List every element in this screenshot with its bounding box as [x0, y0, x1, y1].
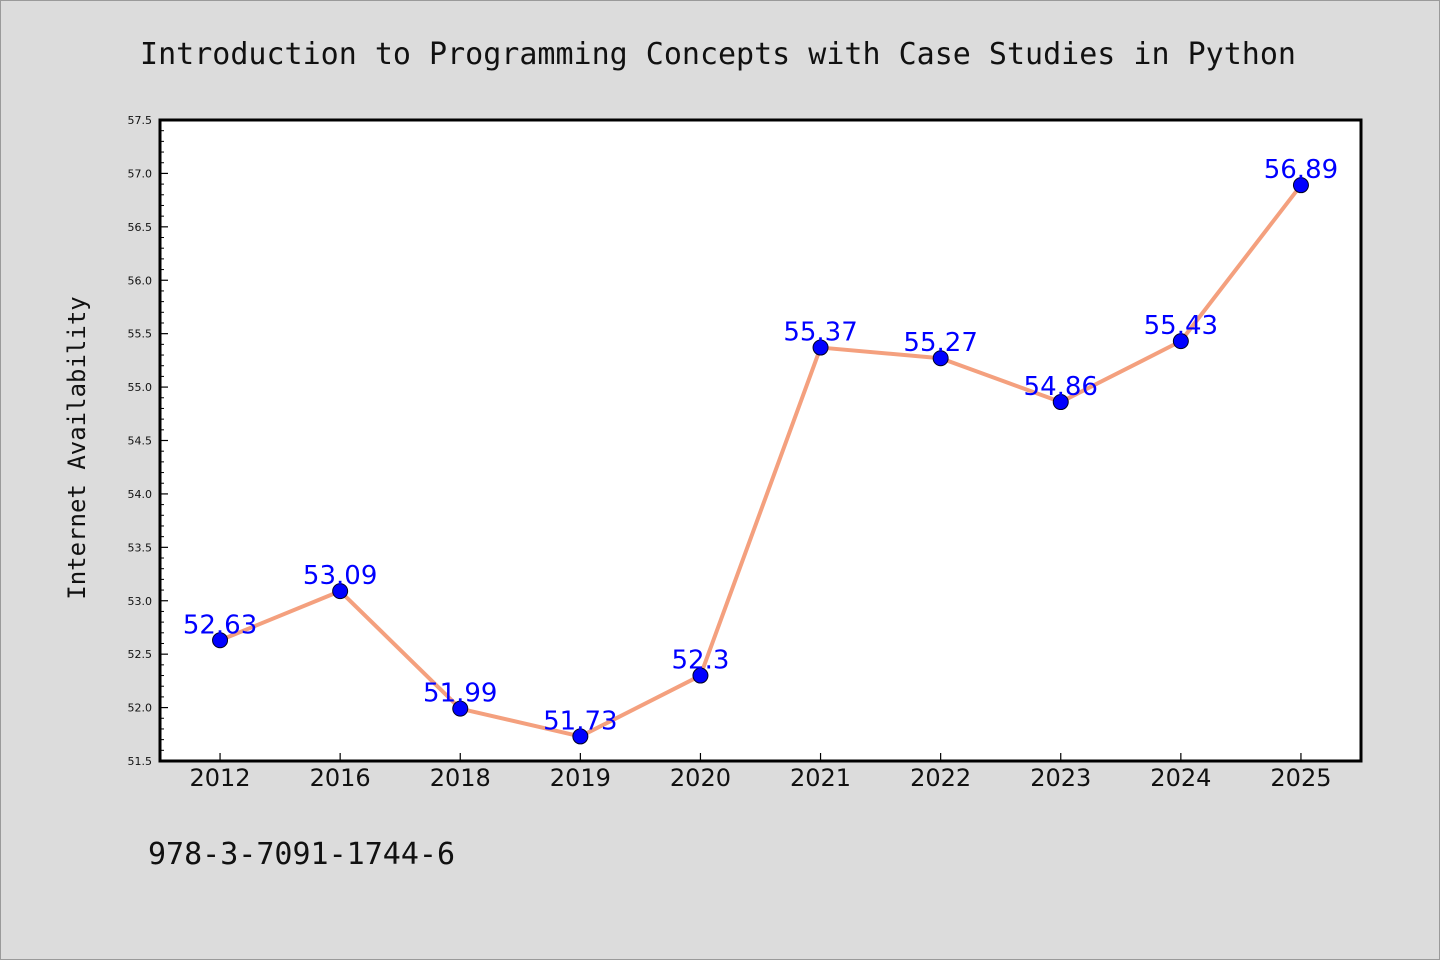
x-tick-label: 2022 — [910, 764, 971, 792]
y-tick-label: 56.5 — [128, 221, 153, 234]
y-tick-label: 54.0 — [128, 488, 153, 501]
data-point — [332, 583, 349, 600]
data-point — [692, 667, 709, 684]
x-tick-label: 2012 — [190, 764, 251, 792]
series-line — [219, 183, 1303, 739]
data-label: 52.3 — [672, 646, 730, 676]
y-tick-label: 57.5 — [128, 114, 153, 127]
y-tick-label: 53.0 — [128, 595, 153, 608]
y-tick-label: 53.5 — [128, 541, 153, 554]
data-label: 51.99 — [423, 679, 497, 709]
y-axis: 51.5 52.0 52.5 53.0 53.5 54.0 54.5 55.0 55.5 56.0… — [128, 114, 168, 768]
data-label: 55.37 — [783, 318, 857, 348]
data-point — [1292, 177, 1309, 194]
x-axis: 2012 2016 2018 2019 2020 2021 2022 2023 2024 2025 — [190, 753, 1331, 792]
data-points — [212, 177, 1309, 745]
data-point — [452, 700, 469, 717]
data-label: 54.86 — [1024, 372, 1098, 402]
data-label: 56.89 — [1264, 155, 1338, 185]
y-tick-label: 54.5 — [128, 435, 153, 448]
y-tick-label: 56.0 — [128, 274, 153, 287]
data-label: 55.43 — [1144, 311, 1218, 341]
x-tick-label: 2016 — [310, 764, 371, 792]
data-point — [1172, 333, 1189, 350]
chart-title: Introduction to Programming Concepts wit… — [140, 37, 1296, 72]
data-label: 52.63 — [183, 610, 257, 640]
data-label: 55.27 — [903, 328, 977, 358]
data-label: 51.73 — [543, 706, 617, 736]
x-tick-label: 2025 — [1270, 764, 1331, 792]
x-tick-label: 2021 — [790, 764, 851, 792]
x-tick-label: 2023 — [1030, 764, 1091, 792]
plot-border — [158, 118, 1363, 763]
x-tick-label: 2019 — [550, 764, 611, 792]
y-axis-label: Internet Availability — [63, 296, 91, 599]
x-tick-label: 2024 — [1150, 764, 1211, 792]
x-tick-label: 2020 — [670, 764, 731, 792]
y-tick-label: 57.0 — [128, 167, 153, 180]
x-tick-label: 2018 — [430, 764, 491, 792]
y-tick-label: 55.5 — [128, 328, 153, 341]
data-label: 53.09 — [303, 561, 377, 591]
data-point — [212, 632, 229, 649]
data-point — [932, 350, 949, 367]
data-point — [1052, 394, 1069, 411]
data-labels: 52.63 53.09 51.99 51.73 52.3 55.37 55.27 54.86 5… — [183, 155, 1338, 736]
y-tick-label: 55.0 — [128, 381, 153, 394]
plot-area — [160, 120, 1361, 761]
y-tick-label: 52.0 — [128, 702, 153, 715]
y-tick-label: 52.5 — [128, 648, 153, 661]
data-point — [812, 339, 829, 356]
caption-isbn: 978-3-7091-1744-6 — [148, 837, 455, 872]
data-point — [572, 728, 589, 745]
y-tick-label: 51.5 — [128, 755, 153, 768]
